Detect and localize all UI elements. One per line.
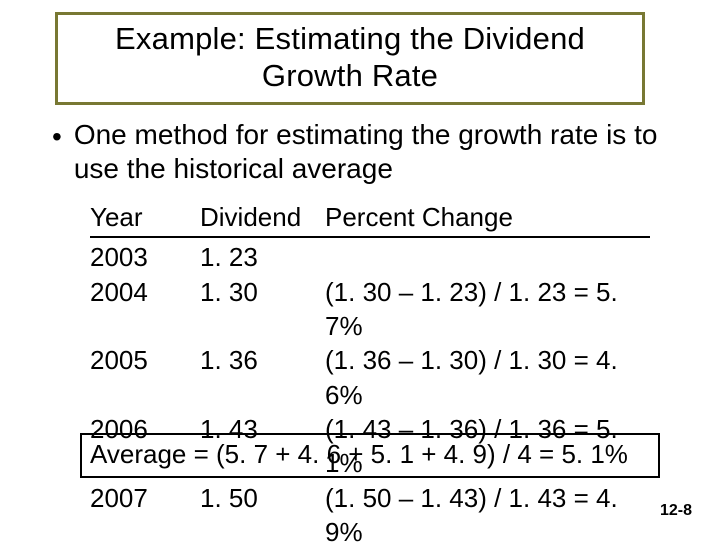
bullet-item: • One method for estimating the growth r… (52, 118, 662, 186)
cell-year: 2004 (90, 275, 200, 344)
table-row: 2004 1. 30 (1. 30 – 1. 23) / 1. 23 = 5. … (90, 275, 650, 344)
cell-pct (325, 240, 650, 274)
title-box: Example: Estimating the Dividend Growth … (55, 12, 645, 105)
cell-pct: (1. 50 – 1. 43) / 1. 43 = 4. 9% (325, 481, 650, 549)
bullet-text: One method for estimating the growth rat… (74, 118, 662, 186)
cell-pct: (1. 36 – 1. 30) / 1. 30 = 4. 6% (325, 343, 650, 412)
header-percent-change: Percent Change (325, 200, 650, 234)
cell-year: 2007 (90, 481, 200, 549)
cell-dividend: 1. 30 (200, 275, 325, 344)
cell-year: 2003 (90, 240, 200, 274)
table-row: 2005 1. 36 (1. 36 – 1. 30) / 1. 30 = 4. … (90, 343, 650, 412)
cell-pct: (1. 30 – 1. 23) / 1. 23 = 5. 7% (325, 275, 650, 344)
cell-dividend: 1. 23 (200, 240, 325, 274)
table-header-row: Year Dividend Percent Change (90, 200, 650, 238)
header-year: Year (90, 200, 200, 234)
bullet-dot-icon: • (52, 120, 62, 154)
slide: Example: Estimating the Dividend Growth … (0, 0, 720, 540)
slide-title: Example: Estimating the Dividend Growth … (68, 21, 632, 94)
table-row: 2003 1. 23 (90, 240, 650, 274)
cell-dividend: 1. 36 (200, 343, 325, 412)
page-number: 12-8 (660, 502, 692, 520)
table-row: 2007 1. 50 (1. 50 – 1. 43) / 1. 43 = 4. … (90, 481, 650, 549)
average-box: Average = (5. 7 + 4. 6 + 5. 1 + 4. 9) / … (80, 433, 660, 478)
header-dividend: Dividend (200, 200, 325, 234)
cell-dividend: 1. 50 (200, 481, 325, 549)
cell-year: 2005 (90, 343, 200, 412)
dividend-table: Year Dividend Percent Change 2003 1. 23 … (90, 200, 650, 549)
